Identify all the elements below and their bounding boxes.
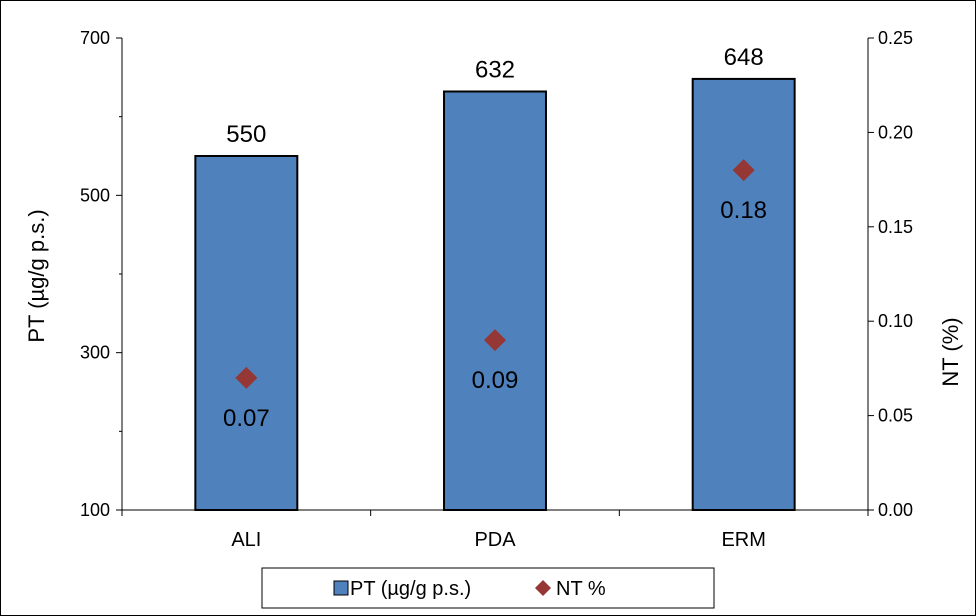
y-tick-label-right: 0.10 xyxy=(878,311,913,331)
data-label-pt-pda: 632 xyxy=(475,56,515,83)
data-label-nt-erm: 0.18 xyxy=(720,197,767,224)
y-axis-title-right: NT (%) xyxy=(938,317,963,386)
point-nt-pda xyxy=(484,329,506,352)
x-tick-label: ERM xyxy=(721,529,765,551)
x-tick-label: PDA xyxy=(474,529,516,551)
y-tick-label-right: 0.15 xyxy=(878,217,913,237)
legend-label-nt: NT % xyxy=(556,578,606,600)
y-axis-title-left: PT (µg/g p.s.) xyxy=(24,209,49,342)
y-tick-label-left: 700 xyxy=(80,28,110,48)
legend: PT (µg/g p.s.) NT % xyxy=(261,567,715,609)
legend-marker-nt xyxy=(535,580,551,596)
data-label-nt-pda: 0.09 xyxy=(472,367,519,394)
y-tick-label-right: 0.05 xyxy=(878,406,913,426)
legend-swatch-pt xyxy=(333,580,349,596)
y-tick-label-right: 0.20 xyxy=(878,122,913,142)
y-tick-label-left: 500 xyxy=(80,185,110,205)
point-nt-erm xyxy=(732,159,755,182)
data-label-pt-erm: 648 xyxy=(724,44,764,71)
y-tick-label-right: 0.00 xyxy=(878,500,913,520)
bar-pt-erm xyxy=(691,77,796,511)
y-tick-label-left: 100 xyxy=(80,500,110,520)
bar-pt-pda xyxy=(443,90,547,511)
bar-pt-ali xyxy=(194,155,299,511)
legend-label-pt: PT (µg/g p.s.) xyxy=(350,578,471,600)
data-label-nt-ali: 0.07 xyxy=(223,405,270,432)
y-tick-label-left: 300 xyxy=(80,343,110,363)
data-label-pt-ali: 550 xyxy=(226,121,266,148)
y-tick-label-right: 0.25 xyxy=(878,28,913,48)
x-tick-label: ALI xyxy=(231,529,261,551)
point-nt-ali xyxy=(235,366,258,389)
